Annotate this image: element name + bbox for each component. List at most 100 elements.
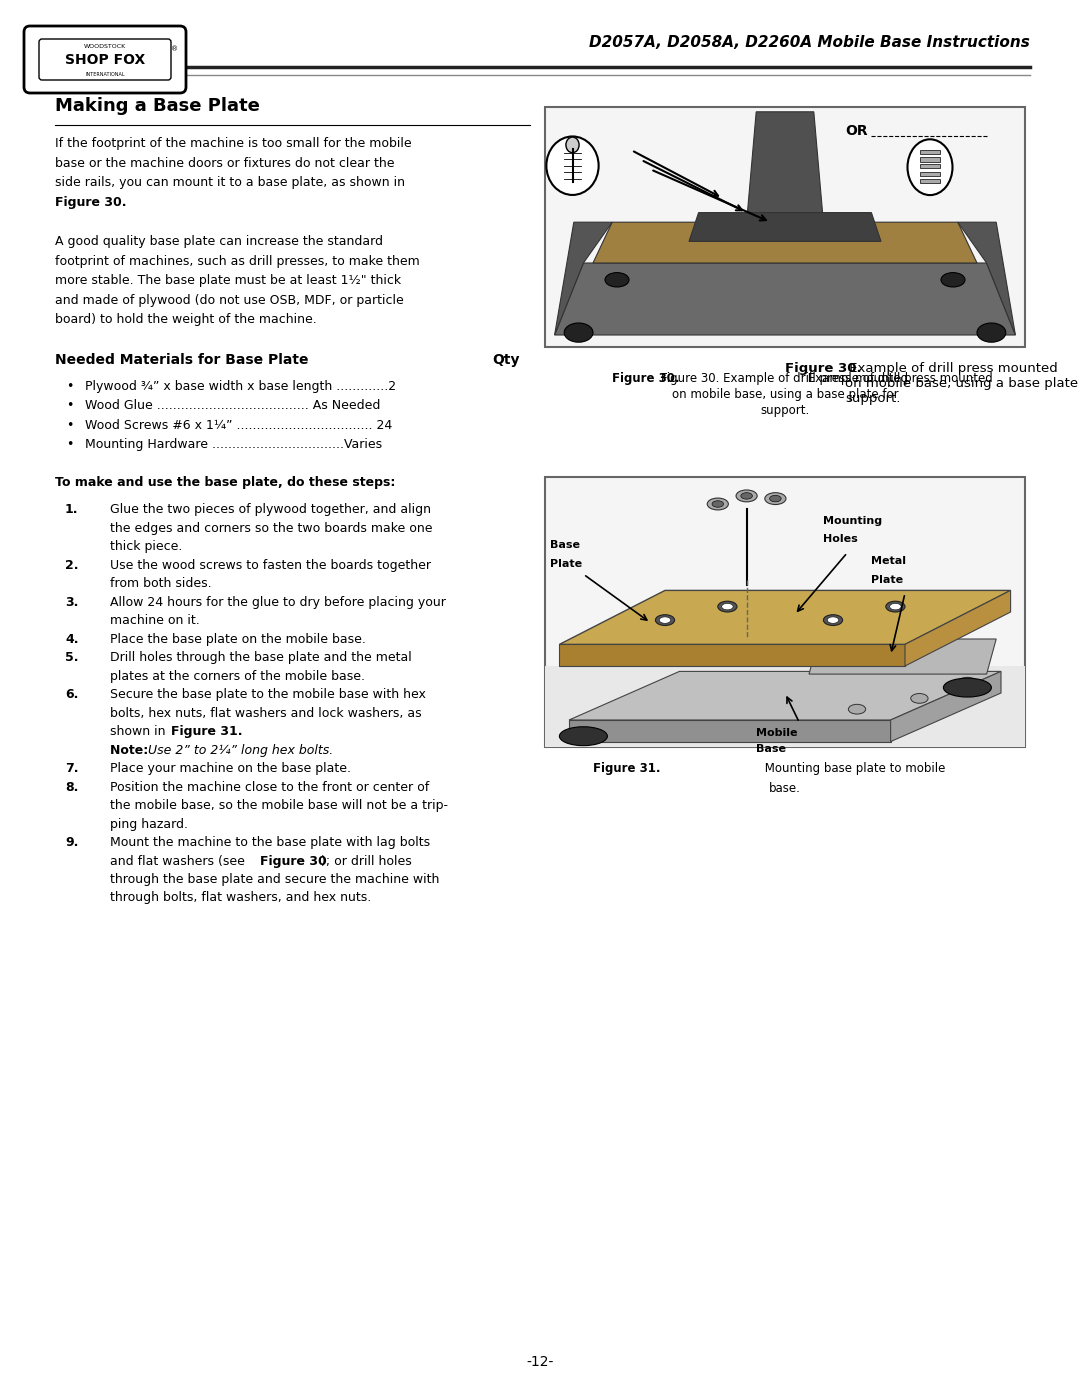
Circle shape: [659, 617, 671, 623]
Text: 1.: 1.: [65, 503, 79, 515]
Ellipse shape: [546, 137, 598, 196]
Text: Holes: Holes: [823, 535, 859, 545]
Polygon shape: [555, 263, 1015, 335]
Polygon shape: [958, 222, 1015, 335]
Circle shape: [656, 615, 675, 626]
Text: Qty: Qty: [492, 352, 519, 366]
Text: Example of drill press mounted
on mobile base, using a base plate for
support.: Example of drill press mounted on mobile…: [845, 362, 1080, 405]
FancyBboxPatch shape: [39, 39, 171, 80]
Text: OR: OR: [846, 124, 868, 138]
Text: Use the wood screws to fasten the boards together: Use the wood screws to fasten the boards…: [110, 559, 431, 571]
Text: Position the machine close to the front or center of: Position the machine close to the front …: [110, 781, 429, 793]
Circle shape: [827, 617, 839, 623]
Polygon shape: [555, 222, 612, 335]
Polygon shape: [905, 591, 1011, 666]
Text: on mobile base, using a base plate for: on mobile base, using a base plate for: [672, 388, 899, 401]
Text: 3.: 3.: [65, 595, 79, 609]
Text: Figure 30. Example of drill press mounted: Figure 30. Example of drill press mounte…: [661, 372, 908, 386]
Text: A good quality base plate can increase the standard: A good quality base plate can increase t…: [55, 235, 383, 249]
Ellipse shape: [977, 323, 1005, 342]
FancyBboxPatch shape: [24, 27, 186, 94]
Circle shape: [770, 496, 781, 502]
Text: base.: base.: [769, 782, 801, 795]
Text: •: •: [66, 400, 73, 412]
Text: Base: Base: [550, 539, 580, 550]
Polygon shape: [689, 212, 881, 242]
Text: Mobile: Mobile: [756, 728, 798, 738]
Bar: [920, 158, 940, 162]
Text: 6.: 6.: [65, 687, 79, 701]
Text: plates at the corners of the mobile base.: plates at the corners of the mobile base…: [110, 669, 365, 683]
Polygon shape: [569, 719, 891, 742]
Text: Figure 30.: Figure 30.: [612, 372, 679, 386]
Circle shape: [741, 493, 753, 499]
Text: Mount the machine to the base plate with lag bolts: Mount the machine to the base plate with…: [110, 835, 430, 849]
Circle shape: [823, 615, 842, 626]
FancyBboxPatch shape: [545, 108, 1025, 346]
Polygon shape: [891, 672, 1001, 742]
Circle shape: [886, 601, 905, 612]
Text: INTERNATIONAL: INTERNATIONAL: [85, 73, 125, 77]
Circle shape: [959, 678, 976, 687]
Text: Figure 30.: Figure 30.: [785, 362, 862, 374]
Polygon shape: [559, 644, 905, 666]
Text: bolts, hex nuts, flat washers and lock washers, as: bolts, hex nuts, flat washers and lock w…: [110, 707, 421, 719]
Text: •: •: [66, 419, 73, 432]
FancyBboxPatch shape: [545, 476, 1025, 747]
Text: thick piece.: thick piece.: [110, 541, 183, 553]
Text: board) to hold the weight of the machine.: board) to hold the weight of the machine…: [55, 313, 316, 326]
Text: Place the base plate on the mobile base.: Place the base plate on the mobile base.: [110, 633, 366, 645]
Text: To make and use the base plate, do these steps:: To make and use the base plate, do these…: [55, 475, 395, 489]
Ellipse shape: [559, 726, 607, 746]
Text: side rails, you can mount it to a base plate, as shown in: side rails, you can mount it to a base p…: [55, 176, 405, 189]
Bar: [920, 179, 940, 183]
Polygon shape: [559, 591, 1011, 644]
Text: Drill holes through the base plate and the metal: Drill holes through the base plate and t…: [110, 651, 411, 664]
Ellipse shape: [944, 678, 991, 697]
Polygon shape: [809, 638, 996, 675]
Text: the edges and corners so the two boards make one: the edges and corners so the two boards …: [110, 521, 432, 535]
Text: Mounting Hardware .................................Varies: Mounting Hardware ......................…: [85, 439, 382, 451]
Text: 2.: 2.: [65, 559, 79, 571]
Circle shape: [721, 604, 733, 610]
Polygon shape: [746, 112, 823, 222]
Ellipse shape: [605, 272, 629, 286]
Text: Place your machine on the base plate.: Place your machine on the base plate.: [110, 761, 351, 775]
Text: Figure 30: Figure 30: [259, 855, 326, 868]
Circle shape: [765, 493, 786, 504]
Text: base or the machine doors or fixtures do not clear the: base or the machine doors or fixtures do…: [55, 156, 394, 169]
Text: Mounting base plate to mobile: Mounting base plate to mobile: [761, 761, 945, 775]
Text: 7.: 7.: [65, 761, 79, 775]
Text: ping hazard.: ping hazard.: [110, 817, 188, 830]
Text: through bolts, flat washers, and hex nuts.: through bolts, flat washers, and hex nut…: [110, 891, 372, 904]
Ellipse shape: [941, 272, 966, 286]
Circle shape: [849, 704, 866, 714]
Text: and flat washers (see: and flat washers (see: [110, 855, 248, 868]
Text: machine on it.: machine on it.: [110, 615, 200, 627]
Text: Base: Base: [756, 745, 786, 754]
Polygon shape: [593, 222, 977, 263]
Text: through the base plate and secure the machine with: through the base plate and secure the ma…: [110, 873, 440, 886]
Circle shape: [718, 601, 737, 612]
Text: and made of plywood (do not use OSB, MDF, or particle: and made of plywood (do not use OSB, MDF…: [55, 293, 404, 306]
Text: Metal: Metal: [872, 556, 906, 566]
Text: D2057A, D2058A, D2260A Mobile Base Instructions: D2057A, D2058A, D2260A Mobile Base Instr…: [589, 35, 1030, 49]
Text: Making a Base Plate: Making a Base Plate: [55, 96, 260, 115]
Text: 8.: 8.: [65, 781, 79, 793]
Text: Plate: Plate: [550, 559, 582, 569]
Text: 5.: 5.: [65, 651, 79, 664]
Text: shown in: shown in: [110, 725, 170, 738]
Text: •: •: [66, 439, 73, 451]
Text: 9.: 9.: [65, 835, 79, 849]
Text: Plywood ¾” x base width x base length .............2: Plywood ¾” x base width x base length ..…: [85, 380, 396, 393]
Bar: [920, 172, 940, 176]
Text: Secure the base plate to the mobile base with hex: Secure the base plate to the mobile base…: [110, 687, 426, 701]
Polygon shape: [545, 666, 1025, 747]
Text: Needed Materials for Base Plate: Needed Materials for Base Plate: [55, 352, 309, 366]
Text: Use 2” to 2¼” long hex bolts.: Use 2” to 2¼” long hex bolts.: [148, 743, 334, 757]
Circle shape: [566, 137, 579, 152]
Text: Allow 24 hours for the glue to dry before placing your: Allow 24 hours for the glue to dry befor…: [110, 595, 446, 609]
Bar: [920, 149, 940, 154]
Text: more stable. The base plate must be at least 1½" thick: more stable. The base plate must be at l…: [55, 274, 401, 286]
Circle shape: [712, 500, 724, 507]
